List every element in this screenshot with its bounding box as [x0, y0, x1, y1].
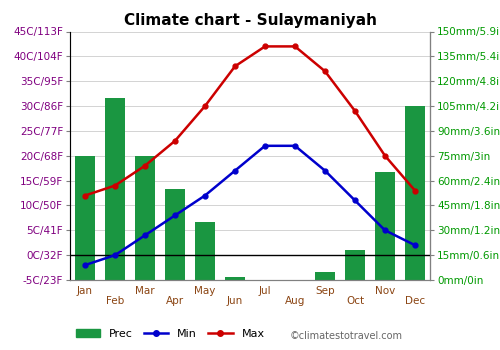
Text: Apr: Apr — [166, 296, 184, 306]
Bar — [375, 172, 395, 280]
Bar — [225, 277, 245, 280]
Text: Aug: Aug — [285, 296, 305, 306]
Bar — [345, 250, 365, 280]
Text: Jul: Jul — [258, 286, 272, 296]
Text: Jan: Jan — [77, 286, 93, 296]
Text: Oct: Oct — [346, 296, 364, 306]
Bar — [405, 106, 425, 280]
Bar — [105, 98, 125, 280]
Legend: Prec, Min, Max: Prec, Min, Max — [76, 329, 264, 339]
Text: Sep: Sep — [315, 286, 335, 296]
Text: Mar: Mar — [135, 286, 155, 296]
Bar — [165, 189, 185, 280]
Text: Jun: Jun — [227, 296, 243, 306]
Bar — [135, 156, 155, 280]
Text: Feb: Feb — [106, 296, 124, 306]
Text: May: May — [194, 286, 216, 296]
Bar — [195, 222, 215, 280]
Bar — [316, 272, 335, 280]
Title: Climate chart - Sulaymaniyah: Climate chart - Sulaymaniyah — [124, 13, 376, 28]
Text: Dec: Dec — [405, 296, 425, 306]
Text: ©climatestotravel.com: ©climatestotravel.com — [290, 331, 403, 341]
Bar — [75, 156, 95, 280]
Text: Nov: Nov — [375, 286, 395, 296]
